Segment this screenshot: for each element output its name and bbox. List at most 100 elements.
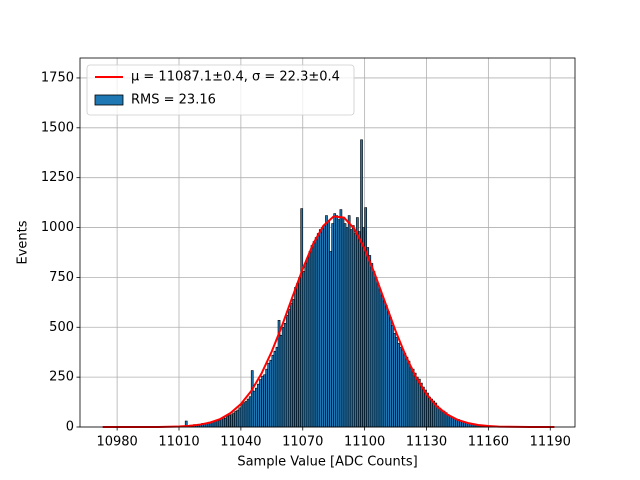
histogram-bar: [298, 277, 301, 428]
histogram-bar: [238, 407, 242, 428]
histogram-bar: [222, 417, 225, 428]
histogram-bar: [250, 370, 254, 428]
y-tick-label: 1250: [41, 170, 74, 185]
x-tick-label: 10980: [96, 435, 137, 450]
histogram-bar: [448, 415, 452, 428]
histogram-bar: [364, 207, 367, 428]
y-tick-label: 1500: [41, 120, 74, 135]
legend-swatch: [94, 94, 124, 106]
x-tick-label: 11100: [344, 435, 385, 450]
histogram-bar: [331, 223, 334, 428]
histogram-bar: [273, 350, 277, 428]
histogram-bar: [335, 215, 339, 428]
legend-label: RMS = 23.16: [131, 93, 216, 108]
histogram-bar: [436, 405, 440, 428]
histogram-bar: [422, 386, 425, 428]
histogram-bar: [403, 352, 407, 428]
histogram-bar: [321, 227, 324, 428]
histogram-bar: [240, 404, 244, 428]
y-tick-label: 750: [49, 270, 74, 285]
histogram-bar: [234, 411, 238, 428]
histogram-bar: [279, 334, 283, 428]
histogram-bar: [382, 301, 386, 428]
histogram-bar: [345, 227, 349, 428]
x-tick-label: 11130: [406, 435, 447, 450]
histogram-bar: [411, 368, 415, 428]
histogram-bar: [296, 283, 299, 428]
histogram-bar: [267, 362, 271, 428]
histogram-bar: [318, 229, 322, 428]
histogram-bar: [271, 354, 275, 428]
histogram-bar: [312, 241, 316, 428]
histogram-bar: [389, 316, 392, 428]
histogram-bar: [285, 315, 289, 428]
histogram-bar: [232, 412, 235, 428]
histogram-bar: [281, 326, 285, 428]
histogram-bar: [413, 372, 417, 428]
histogram-bar: [440, 409, 444, 428]
histogram-bar: [292, 299, 295, 428]
histogram-bar: [252, 390, 256, 428]
histogram-bar: [226, 415, 229, 428]
histogram-bar: [294, 287, 297, 428]
y-tick-label: 500: [49, 320, 74, 335]
histogram-bar: [242, 402, 246, 428]
histogram-bar: [372, 271, 376, 428]
histogram-bar: [327, 221, 330, 428]
histogram-bar: [236, 409, 240, 428]
histogram-bar: [405, 356, 409, 428]
histogram-bar: [325, 215, 328, 428]
histogram-bar: [283, 322, 287, 428]
histogram-bar: [275, 346, 279, 428]
legend-box: [86, 64, 355, 116]
histogram-bar: [401, 348, 405, 428]
histogram-bar: [374, 277, 378, 428]
histogram-bar: [407, 360, 411, 428]
histogram-bar: [323, 225, 326, 428]
histogram-bar: [261, 375, 264, 428]
histogram-bar: [310, 245, 314, 428]
histogram-bar: [354, 233, 357, 428]
histogram-bar: [288, 309, 291, 428]
histogram-bar: [378, 289, 382, 428]
histogram-bar: [290, 303, 293, 428]
histogram-bar: [395, 336, 398, 428]
histogram-bar: [304, 263, 308, 428]
x-tick-label: 11010: [158, 435, 199, 450]
histogram-bar: [300, 208, 304, 428]
x-tick-label: 11160: [468, 435, 509, 450]
histogram-bar: [339, 209, 343, 428]
histogram-bar: [370, 263, 374, 428]
y-axis-label: Events: [16, 220, 31, 264]
histogram-bar: [424, 389, 427, 428]
histogram-bar: [366, 247, 370, 428]
histogram-bar: [329, 251, 332, 428]
x-tick-label: 11190: [530, 435, 571, 450]
histogram-bar: [384, 305, 388, 428]
fit-curve: [102, 215, 555, 428]
histogram-bar: [358, 231, 361, 428]
histogram-bar: [409, 366, 413, 428]
histogram-bar: [415, 376, 419, 428]
histogram-bar: [224, 417, 227, 428]
x-tick-label: 11070: [282, 435, 323, 450]
histogram-bar: [337, 219, 341, 428]
histogram-bar: [259, 379, 262, 428]
histogram-bar: [349, 229, 353, 428]
histogram-bar: [263, 374, 266, 428]
histogram-bar: [341, 217, 345, 428]
histogram-bar: [426, 392, 429, 428]
histogram-bar: [428, 396, 431, 428]
histogram-bar: [269, 359, 273, 428]
histogram-bar: [246, 398, 250, 428]
histogram-bar: [393, 332, 396, 428]
y-tick-label: 1000: [41, 220, 74, 235]
histogram-bar: [430, 398, 433, 428]
histogram-bar: [314, 237, 318, 428]
histogram-bar: [257, 383, 260, 428]
histogram-bar: [391, 324, 394, 428]
histogram-bar: [347, 215, 351, 428]
histogram-bar: [248, 396, 252, 428]
histogram-bar: [446, 414, 450, 428]
